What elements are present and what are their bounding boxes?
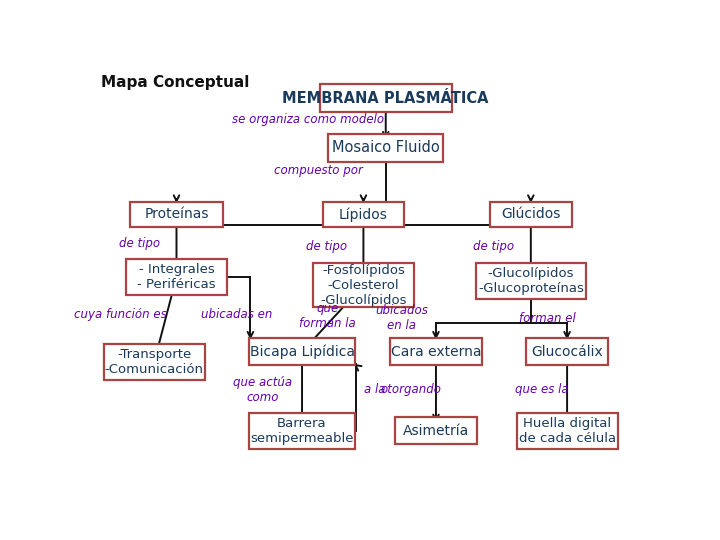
FancyBboxPatch shape [126, 259, 227, 295]
FancyBboxPatch shape [490, 202, 572, 227]
Text: compuesto por: compuesto por [274, 164, 363, 177]
FancyBboxPatch shape [390, 339, 482, 365]
Text: Proteínas: Proteínas [144, 207, 209, 221]
FancyBboxPatch shape [313, 263, 414, 307]
FancyBboxPatch shape [130, 202, 222, 227]
Text: a la: a la [364, 383, 385, 396]
Text: se organiza como modelo: se organiza como modelo [232, 113, 384, 126]
FancyBboxPatch shape [328, 134, 444, 161]
Text: cuya función es: cuya función es [74, 308, 167, 321]
Text: -Transporte
-Comunicación: -Transporte -Comunicación [104, 348, 204, 376]
Text: - Integrales
- Periféricas: - Integrales - Periféricas [138, 263, 216, 291]
Text: que actúa
como: que actúa como [233, 376, 292, 404]
FancyBboxPatch shape [323, 202, 404, 227]
FancyBboxPatch shape [395, 417, 477, 444]
Text: ubicados
en la: ubicados en la [375, 305, 428, 333]
Text: Huella digital
de cada célula: Huella digital de cada célula [518, 417, 616, 445]
Text: que es la: que es la [516, 383, 569, 396]
FancyBboxPatch shape [476, 263, 585, 299]
Text: Bicapa Lipídica: Bicapa Lipídica [250, 345, 354, 359]
Text: ubicadas en: ubicadas en [201, 308, 272, 321]
Text: -Glucolípidos
-Glucoproteínas: -Glucolípidos -Glucoproteínas [478, 267, 584, 295]
Text: -Fosfolípidos
-Colesterol
-Glucolípidos: -Fosfolípidos -Colesterol -Glucolípidos [320, 264, 407, 307]
FancyBboxPatch shape [320, 84, 451, 112]
Text: Barrera
semipermeable: Barrera semipermeable [251, 417, 354, 445]
Text: Mosaico Fluido: Mosaico Fluido [332, 140, 440, 156]
Text: otorgando: otorgando [381, 383, 442, 396]
FancyBboxPatch shape [248, 339, 356, 365]
Text: de tipo: de tipo [306, 240, 347, 253]
Text: Asimetría: Asimetría [402, 424, 469, 438]
Text: de tipo: de tipo [474, 240, 515, 253]
Text: Mapa Conceptual: Mapa Conceptual [101, 75, 250, 90]
FancyBboxPatch shape [526, 339, 608, 365]
Text: de tipo: de tipo [119, 237, 160, 250]
FancyBboxPatch shape [248, 413, 356, 449]
Text: Glúcidos: Glúcidos [501, 207, 560, 221]
Text: Lípidos: Lípidos [339, 207, 388, 222]
Text: Cara externa: Cara externa [391, 345, 481, 359]
Text: que
forman la: que forman la [299, 302, 356, 330]
Text: Glucocálix: Glucocálix [531, 345, 603, 359]
FancyBboxPatch shape [104, 344, 204, 380]
FancyBboxPatch shape [516, 413, 618, 449]
Text: MEMBRANA PLASMÁTICA: MEMBRANA PLASMÁTICA [282, 91, 489, 105]
Text: forman el: forman el [519, 312, 576, 325]
